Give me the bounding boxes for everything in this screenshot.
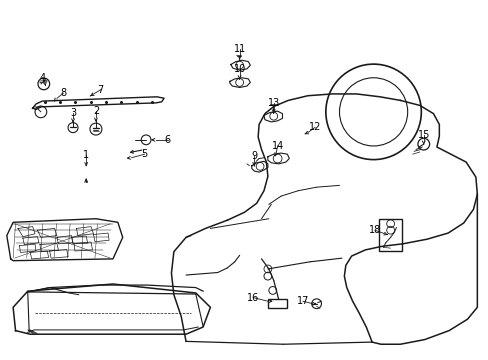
Bar	[378, 219, 402, 251]
Text: 5: 5	[141, 149, 147, 159]
Text: 18: 18	[368, 225, 380, 235]
Text: 17: 17	[296, 296, 308, 306]
Bar	[267, 299, 287, 308]
Text: 14: 14	[271, 141, 283, 151]
Text: 4: 4	[39, 73, 45, 83]
Text: 1: 1	[83, 150, 89, 160]
Text: 2: 2	[93, 106, 99, 116]
Text: 10: 10	[233, 64, 245, 74]
Text: 16: 16	[246, 293, 259, 303]
Text: 8: 8	[60, 88, 66, 98]
Text: 7: 7	[98, 85, 104, 95]
Text: 11: 11	[233, 44, 245, 54]
Text: 6: 6	[164, 135, 170, 145]
Text: 15: 15	[417, 130, 429, 140]
Text: 3: 3	[70, 108, 76, 118]
Text: 12: 12	[308, 122, 321, 132]
Text: 13: 13	[267, 98, 279, 108]
Text: 9: 9	[251, 150, 257, 161]
